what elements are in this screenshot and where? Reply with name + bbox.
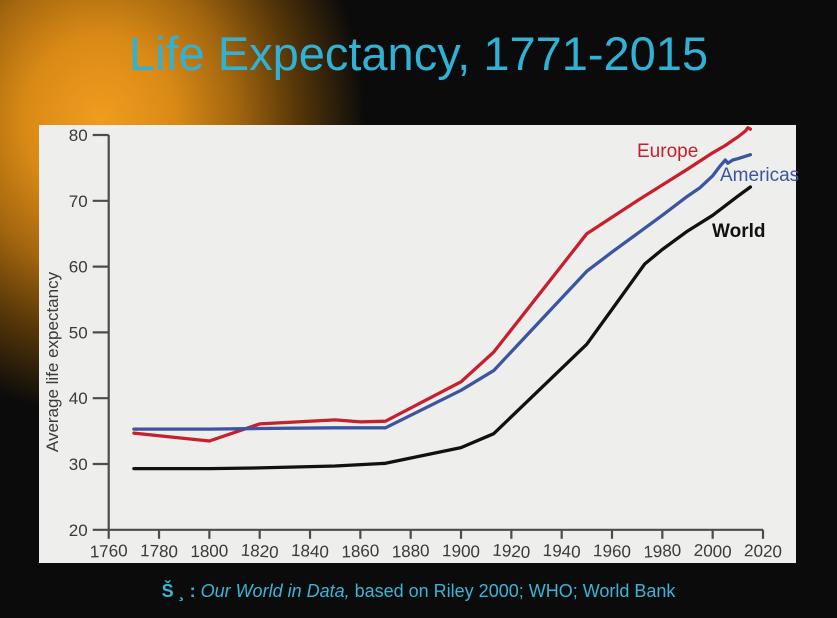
- y-tick-label: 50: [69, 323, 88, 342]
- y-tick-label: 40: [69, 389, 88, 408]
- y-tick-label: 60: [69, 258, 88, 277]
- x-tick-label: 1800: [190, 541, 228, 561]
- source-rest: based on Riley 2000; WHO; World Bank: [349, 581, 676, 601]
- x-tick-label: 2020: [744, 541, 782, 561]
- chart-panel: 20 30 40 50 60 70 80 1760 1780 1800 1820 1840 1860 18…: [39, 125, 800, 563]
- x-tick-label: 1760: [89, 541, 127, 561]
- x-tick-label: 1820: [240, 541, 279, 563]
- x-tick-label: 1920: [492, 541, 531, 563]
- slide-title: Life Expectancy, 1771-2015: [128, 27, 709, 80]
- x-tick-label: 1900: [442, 541, 480, 561]
- source-prefix: Š ¸ :: [161, 581, 196, 601]
- x-tick-label: 1960: [593, 541, 631, 561]
- axes-line: [107, 135, 763, 531]
- y-tick-label: 70: [69, 192, 88, 211]
- y-tick-label: 80: [69, 126, 88, 145]
- chart-svg: 20 30 40 50 60 70 80 1760 1780 1800 1820 1840 1860 18…: [69, 126, 782, 563]
- series-line-europe: [132, 126, 753, 443]
- y-tick-label: 30: [69, 455, 88, 474]
- x-tick-label: 1980: [643, 541, 682, 562]
- x-tick-label: 1940: [542, 541, 581, 562]
- source-line: Š ¸ : Our World in Data, based on Riley …: [0, 581, 837, 602]
- y-axis-title: Average life expectancy: [43, 271, 62, 453]
- series-line-world: [132, 185, 753, 471]
- series-line-americas: [132, 153, 753, 431]
- y-tick-label: 20: [69, 521, 88, 540]
- series-label-world: World: [712, 221, 766, 242]
- x-tick-label: 2000: [693, 541, 732, 562]
- x-tick-label: 1780: [140, 541, 178, 561]
- x-tick-label: 1880: [391, 541, 429, 561]
- x-tick-label: 1840: [291, 541, 330, 562]
- source-work: Our World in Data,: [195, 581, 350, 601]
- x-tick-label: 1860: [341, 541, 379, 561]
- series-label-europe: Europe: [637, 141, 699, 162]
- series-label-americas: Americas: [720, 165, 800, 186]
